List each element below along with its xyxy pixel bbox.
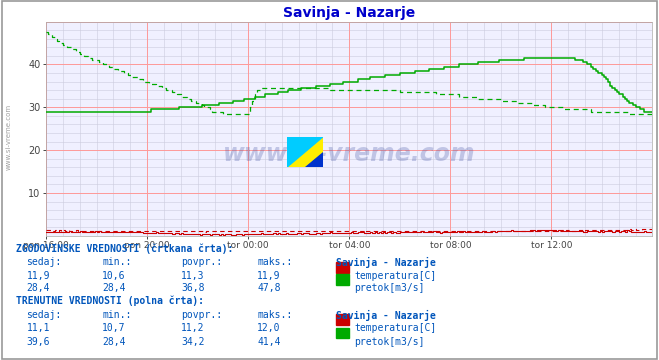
Text: 36,8: 36,8 [181, 283, 205, 293]
Text: maks.:: maks.: [257, 257, 292, 267]
Text: sedaj:: sedaj: [26, 257, 61, 267]
Text: 11,2: 11,2 [181, 323, 205, 333]
Text: Savinja - Nazarje: Savinja - Nazarje [336, 257, 436, 269]
Text: www.si-vreme.com: www.si-vreme.com [223, 143, 476, 166]
Text: 11,1: 11,1 [26, 323, 50, 333]
Text: 47,8: 47,8 [257, 283, 281, 293]
Text: povpr.:: povpr.: [181, 310, 222, 320]
Text: 39,6: 39,6 [26, 337, 50, 347]
Text: Savinja - Nazarje: Savinja - Nazarje [336, 310, 436, 321]
Text: 28,4: 28,4 [102, 283, 126, 293]
Text: pretok[m3/s]: pretok[m3/s] [355, 337, 425, 347]
Title: Savinja - Nazarje: Savinja - Nazarje [283, 6, 415, 21]
Text: 34,2: 34,2 [181, 337, 205, 347]
Text: 11,3: 11,3 [181, 271, 205, 281]
Text: 12,0: 12,0 [257, 323, 281, 333]
Text: maks.:: maks.: [257, 310, 292, 320]
Text: pretok[m3/s]: pretok[m3/s] [355, 283, 425, 293]
Text: temperatura[C]: temperatura[C] [355, 271, 437, 281]
Polygon shape [287, 137, 323, 167]
Text: 11,9: 11,9 [26, 271, 50, 281]
Text: sedaj:: sedaj: [26, 310, 61, 320]
Text: temperatura[C]: temperatura[C] [355, 323, 437, 333]
Text: 41,4: 41,4 [257, 337, 281, 347]
Text: min.:: min.: [102, 310, 132, 320]
Text: 28,4: 28,4 [26, 283, 50, 293]
Text: TRENUTNE VREDNOSTI (polna črta):: TRENUTNE VREDNOSTI (polna črta): [16, 296, 204, 306]
Text: www.si-vreme.com: www.si-vreme.com [5, 104, 12, 170]
Text: 11,9: 11,9 [257, 271, 281, 281]
Text: 10,7: 10,7 [102, 323, 126, 333]
Text: ZGODOVINSKE VREDNOSTI (črtkana črta):: ZGODOVINSKE VREDNOSTI (črtkana črta): [16, 243, 234, 253]
Polygon shape [287, 137, 323, 167]
Text: 10,6: 10,6 [102, 271, 126, 281]
Text: min.:: min.: [102, 257, 132, 267]
Text: 28,4: 28,4 [102, 337, 126, 347]
Polygon shape [304, 152, 323, 167]
Text: povpr.:: povpr.: [181, 257, 222, 267]
